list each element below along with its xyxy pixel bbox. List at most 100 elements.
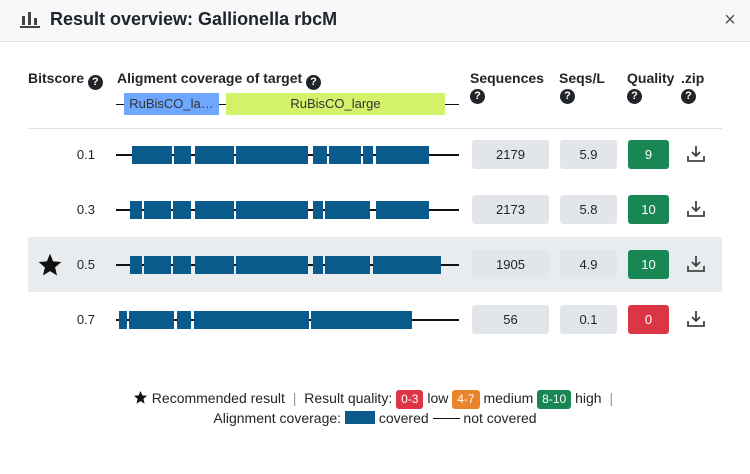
covered-segment (132, 146, 172, 164)
result-row[interactable]: 0.7 56 0.1 0 (28, 292, 722, 347)
covered-segment (311, 311, 412, 329)
sequences-value: 2173 (472, 195, 549, 224)
column-header-zip: .zip (681, 70, 705, 86)
download-icon[interactable] (686, 254, 706, 274)
header-divider (28, 128, 722, 129)
seqs-per-l-value: 5.9 (560, 140, 617, 169)
covered-segment (236, 201, 308, 219)
domain-track-line (219, 104, 226, 105)
modal-title: Result overview: Gallionella rbcM (50, 9, 338, 29)
bar-chart-icon (20, 12, 40, 28)
help-icon[interactable]: ? (627, 89, 642, 104)
star-icon (38, 253, 62, 276)
covered-segment (313, 201, 323, 219)
legend-recommended: Recommended result (151, 390, 285, 406)
result-row[interactable]: 0.1 2179 5.9 9 (28, 127, 722, 182)
sequences-value: 56 (472, 305, 549, 334)
covered-segment (130, 256, 142, 274)
result-row[interactable]: 0.3 2173 5.8 10 (28, 182, 722, 237)
legend-low: low (427, 390, 449, 406)
domain-rubisco-large[interactable]: RuBisCO_large (226, 93, 445, 115)
covered-segment (144, 201, 171, 219)
legend-low-badge: 0-3 (396, 390, 424, 409)
column-header-bitscore: Bitscore ? (28, 70, 103, 90)
modal-header: Result overview: Gallionella rbcM × (0, 0, 750, 42)
domain-track-line (116, 104, 124, 105)
quality-badge: 0 (628, 305, 669, 334)
legend-not-covered: not covered (463, 410, 537, 426)
covered-segment (236, 146, 308, 164)
bitscore-value: 0.3 (76, 202, 95, 217)
covered-segment (129, 311, 174, 329)
legend-quality-label: Result quality: (304, 390, 393, 406)
download-icon[interactable] (686, 309, 706, 329)
coverage-track (116, 237, 459, 292)
bitscore-value: 0.1 (76, 147, 95, 162)
coverage-track (116, 292, 459, 347)
download-icon[interactable] (686, 199, 706, 219)
download-icon[interactable] (686, 144, 706, 164)
legend-line-1: Recommended result | Result quality: 0-3… (0, 390, 750, 409)
coverage-track (116, 182, 459, 237)
quality-badge: 9 (628, 140, 669, 169)
star-icon (133, 390, 147, 404)
legend-high: high (575, 390, 602, 406)
help-icon[interactable]: ? (681, 89, 696, 104)
covered-segment (325, 201, 370, 219)
sequences-value: 2179 (472, 140, 549, 169)
coverage-label: Aligment coverage of target (117, 70, 303, 86)
covered-segment (130, 201, 142, 219)
legend-separator: | (609, 390, 614, 406)
help-icon[interactable]: ? (560, 89, 575, 104)
covered-segment (313, 146, 327, 164)
covered-segment (376, 146, 429, 164)
sequences-value: 1905 (472, 250, 549, 279)
legend-medium-badge: 4-7 (452, 390, 480, 409)
covered-segment (195, 201, 234, 219)
legend-line-2: Alignment coverage: covered not covered (0, 410, 750, 426)
seqs-per-l-value: 0.1 (560, 305, 617, 334)
covered-segment (195, 146, 234, 164)
covered-segment (173, 256, 191, 274)
help-icon[interactable]: ? (87, 75, 103, 90)
covered-segment (373, 256, 441, 274)
covered-segment (236, 256, 308, 274)
bitscore-label: Bitscore (28, 70, 85, 86)
column-header-seqs-per-l: Seqs/L (559, 70, 605, 86)
legend-medium: medium (483, 390, 534, 406)
domain-rubisco-la[interactable]: RuBisCO_la… (124, 93, 219, 115)
column-header-quality: Quality (627, 70, 675, 86)
coverage-track (116, 127, 459, 182)
seqs-per-l-value: 5.8 (560, 195, 617, 224)
legend-coverage-label: Alignment coverage: (213, 410, 342, 426)
covered-segment (177, 311, 191, 329)
legend-high-badge: 8-10 (537, 390, 572, 409)
covered-segment (194, 311, 309, 329)
covered-segment (376, 201, 429, 219)
covered-segment (363, 146, 373, 164)
covered-segment (195, 256, 234, 274)
help-icon[interactable]: ? (306, 75, 322, 90)
bitscore-value: 0.7 (76, 312, 95, 327)
help-icon[interactable]: ? (470, 89, 485, 104)
legend-covered: covered (378, 410, 429, 426)
covered-segment (325, 256, 370, 274)
covered-segment (119, 311, 127, 329)
result-row-recommended[interactable]: 0.5 1905 4.9 10 (28, 237, 722, 292)
covered-segment (313, 256, 323, 274)
domain-track-line (445, 104, 459, 105)
covered-segment (144, 256, 171, 274)
covered-segment (329, 146, 361, 164)
seqs-per-l-value: 4.9 (560, 250, 617, 279)
close-icon[interactable]: × (724, 9, 736, 31)
legend-covered-swatch (344, 411, 375, 424)
column-header-sequences: Sequences (470, 70, 544, 86)
covered-segment (173, 201, 191, 219)
bitscore-value: 0.5 (76, 257, 95, 272)
quality-badge: 10 (628, 250, 669, 279)
quality-badge: 10 (628, 195, 669, 224)
covered-segment (174, 146, 191, 164)
column-header-coverage: Aligment coverage of target ? (117, 70, 322, 90)
legend-not-covered-swatch (432, 418, 460, 419)
